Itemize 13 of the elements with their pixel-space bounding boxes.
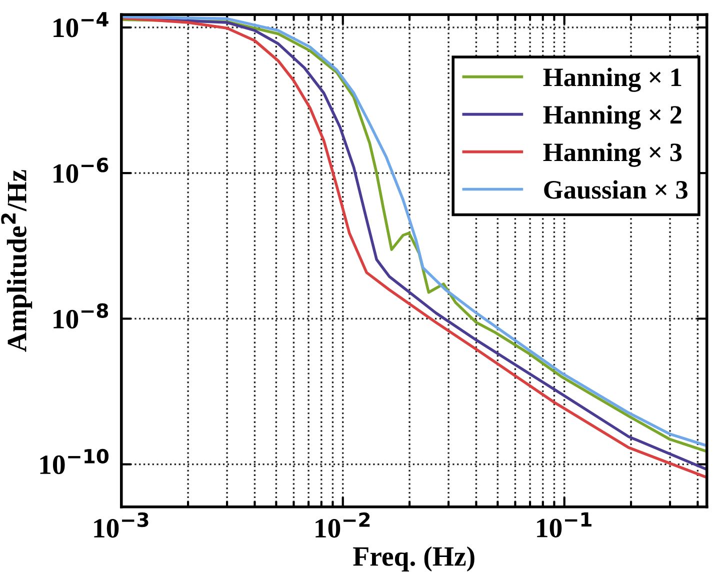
y-axis-title: Amplitude$^{2}$/Hz	[1, 170, 32, 352]
y-tick-label: 10$^{−4}$	[54, 12, 108, 38]
x-axis-title: Freq. (Hz)	[353, 546, 474, 572]
x-tick-label: 10$^{−2}$	[316, 512, 370, 538]
x-tick-label: 10$^{−3}$	[94, 512, 148, 538]
x-tick-label: 10$^{−1}$	[537, 512, 592, 538]
y-tick-label: 10$^{−10}$	[40, 448, 109, 474]
y-tick-label: 10$^{−6}$	[54, 158, 108, 183]
y-tick-label: 10$^{−8}$	[54, 303, 108, 329]
legend-label: Hanning × 3	[543, 142, 682, 167]
legend-label: Gaussian × 3	[544, 180, 688, 199]
legend-label: Hanning × 2	[543, 105, 682, 130]
legend-label: Hanning × 1	[543, 68, 682, 92]
